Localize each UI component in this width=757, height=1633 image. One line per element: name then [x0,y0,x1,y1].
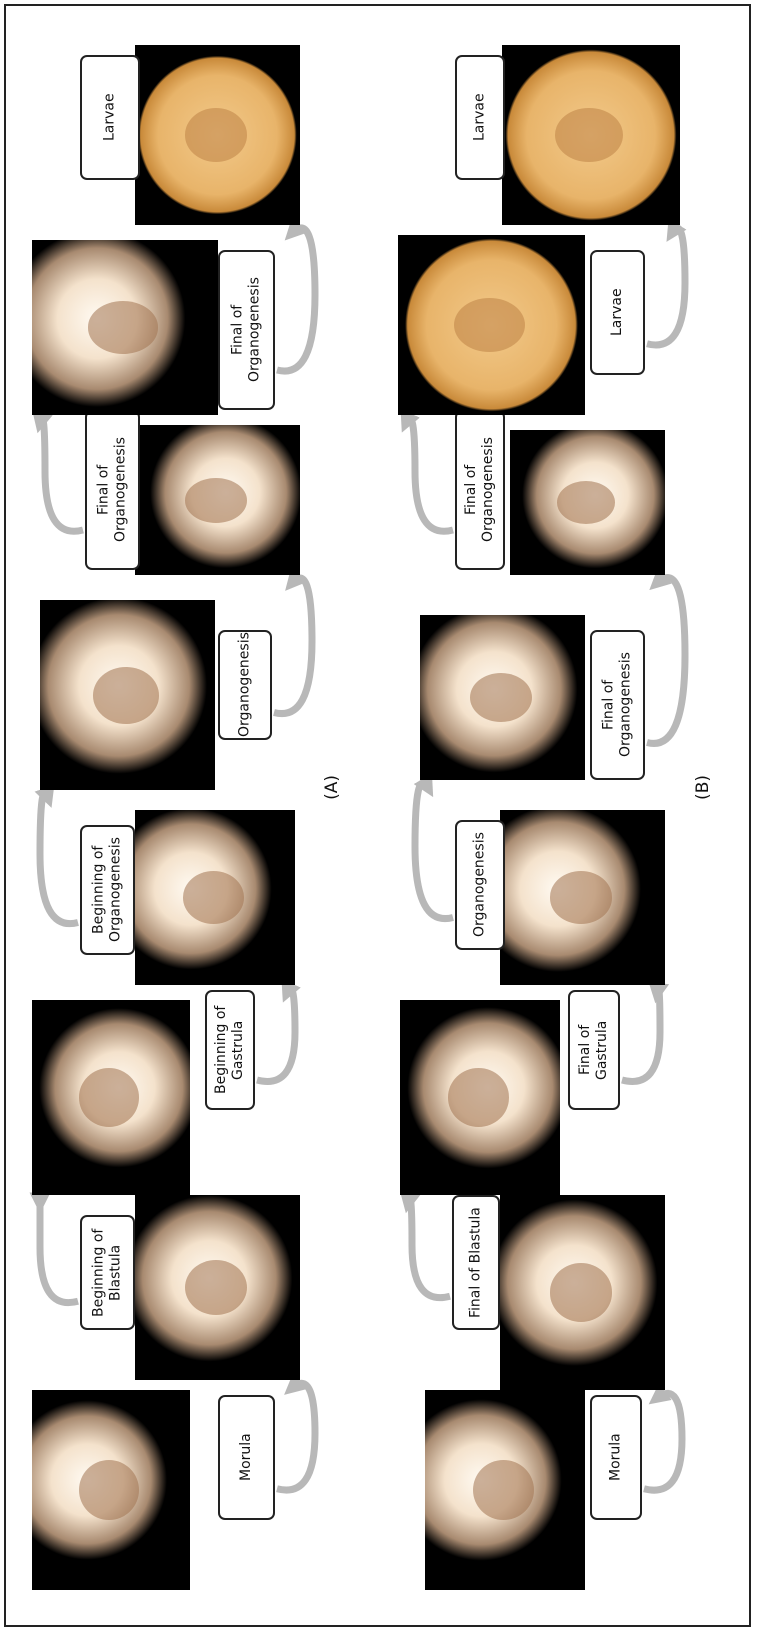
arrow [40,418,83,531]
arrow [40,1198,78,1302]
embryo [470,673,533,723]
embryo [550,1263,613,1322]
micrograph [135,810,295,985]
arrow [622,988,660,1081]
micrograph [420,615,585,780]
stage-label: Final of Blastula [452,1195,500,1330]
embryo [550,871,613,924]
stage-label: Larvae [590,250,645,375]
embryo [79,1068,139,1127]
arrow [40,793,78,924]
arrow [274,578,312,714]
micrograph [32,1000,190,1195]
embryo [93,667,160,724]
micrograph [135,1195,300,1380]
micrograph [40,600,215,790]
embryo [185,478,248,523]
arrow [277,1383,315,1490]
embryo [185,108,248,162]
embryo [557,481,616,525]
arrow [647,578,685,744]
micrograph [32,1390,190,1590]
arrow [647,228,685,345]
stage-label: Final of Organogenesis [85,410,140,570]
micrograph [500,810,665,985]
stage-label: Beginning of Gastrula [205,990,255,1110]
stage-label: Morula [590,1395,642,1520]
embryo [555,108,623,162]
micrograph [400,1000,560,1195]
stage-label: Beginning of Organogenesis [80,825,135,955]
page: (() => { const data = JSON.parse(documen… [0,0,757,1633]
micrograph [135,45,300,225]
stage-label: Final of Organogenesis [590,630,645,780]
stage-label: Morula [218,1395,275,1520]
stage-label: Final of Organogenesis [218,250,275,410]
arrow [408,1198,450,1297]
micrograph [398,235,585,415]
panel-caption: (A) [322,775,342,800]
panel-caption: (B) [693,775,713,800]
embryo [88,301,159,354]
micrograph [500,1195,665,1390]
arrow [257,988,295,1081]
stage-label: Organogenesis [455,820,505,950]
embryo [183,871,244,924]
stage-label: Larvae [80,55,140,180]
embryo [473,1460,534,1520]
micrograph [135,425,300,575]
embryo [448,1068,509,1127]
stage-label: Organogenesis [218,630,272,740]
stage-label: Final of Gastrula [568,990,620,1110]
stage-label: Larvae [455,55,505,180]
micrograph [32,240,218,415]
arrow [277,228,315,371]
micrograph [510,430,665,575]
stage-label: Beginning of Blastula [80,1215,135,1330]
arrow [406,418,453,531]
arrow [415,783,453,919]
micrograph [425,1390,585,1590]
stage-label: Final of Organogenesis [455,410,505,570]
embryo [79,1460,139,1520]
arrow [644,1393,682,1490]
embryo [185,1260,248,1316]
micrograph [502,45,680,225]
embryo [454,298,525,352]
